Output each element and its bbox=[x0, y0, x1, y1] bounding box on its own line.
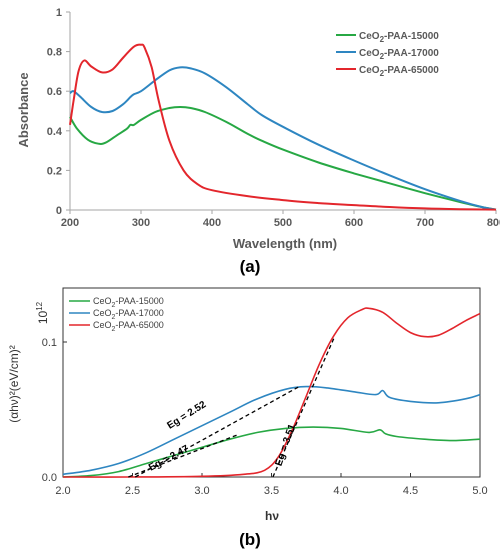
x-tick-label: 2.5 bbox=[125, 485, 140, 497]
y-tick-label: 1 bbox=[56, 7, 62, 19]
series-line-paa-15000 bbox=[62, 426, 481, 478]
legend-label-subscript: 2 bbox=[112, 302, 116, 309]
x-tick-label: 300 bbox=[132, 217, 150, 229]
x-tick-label: 800 bbox=[487, 217, 500, 229]
x-tick-label: 600 bbox=[345, 217, 363, 229]
legend-label-base: CeO bbox=[359, 31, 380, 42]
panel-a-label: (a) bbox=[240, 257, 261, 276]
legend-label-rest: -PAA-65000 bbox=[384, 65, 439, 76]
band-gap-annotation: Eg = 2.47 bbox=[147, 443, 191, 473]
series-line-paa-65000 bbox=[69, 43, 497, 211]
panel-a-legend: CeO2-PAA-15000CeO2-PAA-17000CeO2-PAA-650… bbox=[336, 31, 439, 78]
legend-label-base: CeO bbox=[359, 48, 380, 59]
scale-exponent: 12 bbox=[35, 301, 44, 310]
panel-a-chart: 20030040050060070080000.20.40.60.81 CeO2… bbox=[16, 7, 500, 276]
panel-a-series bbox=[69, 43, 497, 211]
x-tick-label: 5.0 bbox=[472, 485, 487, 497]
y-tick-label: 0 bbox=[56, 205, 62, 217]
legend-label-base: CeO bbox=[359, 65, 380, 76]
tangent-line bbox=[134, 385, 300, 478]
panel-b-x-axis-label: hν bbox=[265, 509, 279, 523]
y-tick-label: 0.8 bbox=[47, 47, 62, 59]
legend-label-rest: -PAA-15000 bbox=[384, 31, 439, 42]
legend-label-base: CeO bbox=[93, 296, 112, 306]
tangent-line bbox=[272, 337, 335, 478]
panel-b-legend: CeO2-PAA-15000CeO2-PAA-17000CeO2-PAA-650… bbox=[69, 296, 164, 333]
panel-b-series bbox=[62, 307, 481, 478]
x-tick-label: 2.0 bbox=[55, 485, 70, 497]
legend-label-subscript: 2 bbox=[380, 69, 385, 78]
legend-label: CeO2-PAA-65000 bbox=[93, 320, 164, 333]
legend-label: CeO2-PAA-17000 bbox=[359, 48, 439, 61]
x-tick-label: 4.0 bbox=[333, 485, 348, 497]
y-tick-label: 0.2 bbox=[47, 165, 62, 177]
x-tick-label: 400 bbox=[203, 217, 221, 229]
scale-base: 10 bbox=[36, 310, 50, 324]
legend-label-rest: -PAA-15000 bbox=[115, 296, 163, 306]
legend-label: CeO2-PAA-65000 bbox=[359, 65, 439, 78]
legend-label-subscript: 2 bbox=[380, 35, 385, 44]
y-tick-label: 0.4 bbox=[47, 126, 63, 138]
x-tick-label: 700 bbox=[416, 217, 434, 229]
legend-label-rest: -PAA-65000 bbox=[115, 320, 163, 330]
legend-label-subscript: 2 bbox=[112, 326, 116, 333]
legend-label-subscript: 2 bbox=[380, 52, 385, 61]
legend-label-base: CeO bbox=[93, 308, 112, 318]
panel-b-y-axis-label: (αhν)²(eV/cm)² bbox=[7, 345, 21, 423]
legend-label: CeO2-PAA-17000 bbox=[93, 308, 164, 321]
x-tick-label: 4.5 bbox=[403, 485, 418, 497]
panel-b-tangent-lines bbox=[128, 337, 335, 478]
legend-label-rest: -PAA-17000 bbox=[384, 48, 439, 59]
series-line-paa-17000 bbox=[69, 66, 497, 211]
band-gap-annotation: Eg = 2.52 bbox=[165, 399, 208, 432]
y-tick-label: 0.1 bbox=[42, 337, 57, 349]
panel-a-axes: 200 300 400 500 600 700 800 0 0.2 0.4 0.6 0.8 1 bbox=[47, 7, 500, 229]
x-tick-label: 3.5 bbox=[264, 485, 279, 497]
series-line-paa-17000 bbox=[62, 385, 481, 476]
legend-label: CeO2-PAA-15000 bbox=[359, 31, 439, 44]
series-line-paa-15000 bbox=[69, 105, 497, 211]
panel-b-scale-factor: 1012 bbox=[35, 301, 50, 324]
legend-label-base: CeO bbox=[93, 320, 112, 330]
panel-a-x-axis-label: Wavelength (nm) bbox=[233, 236, 337, 251]
y-tick-label: 0.6 bbox=[47, 86, 62, 98]
y-tick-label: 0.0 bbox=[42, 472, 57, 484]
series-line-paa-65000 bbox=[62, 307, 481, 478]
legend-label-subscript: 2 bbox=[112, 314, 116, 321]
panel-b-axes: 2.0 2.5 3.0 3.5 4.0 4.5 5.0 0.0 0.1 bbox=[42, 287, 488, 497]
panel-a-y-axis-label: Absorbance bbox=[16, 72, 31, 147]
panel-b-chart: 2.0 2.5 3.0 3.5 4.0 4.5 5.0 0.0 0.1 Eg = 2.52 Eg … bbox=[7, 287, 488, 549]
x-tick-label: 200 bbox=[61, 217, 79, 229]
panel-b-label: (b) bbox=[239, 530, 261, 549]
x-tick-label: 500 bbox=[274, 217, 292, 229]
legend-label: CeO2-PAA-15000 bbox=[93, 296, 164, 309]
tangent-line bbox=[128, 434, 237, 478]
x-tick-label: 3.0 bbox=[194, 485, 209, 497]
legend-label-rest: -PAA-17000 bbox=[115, 308, 163, 318]
